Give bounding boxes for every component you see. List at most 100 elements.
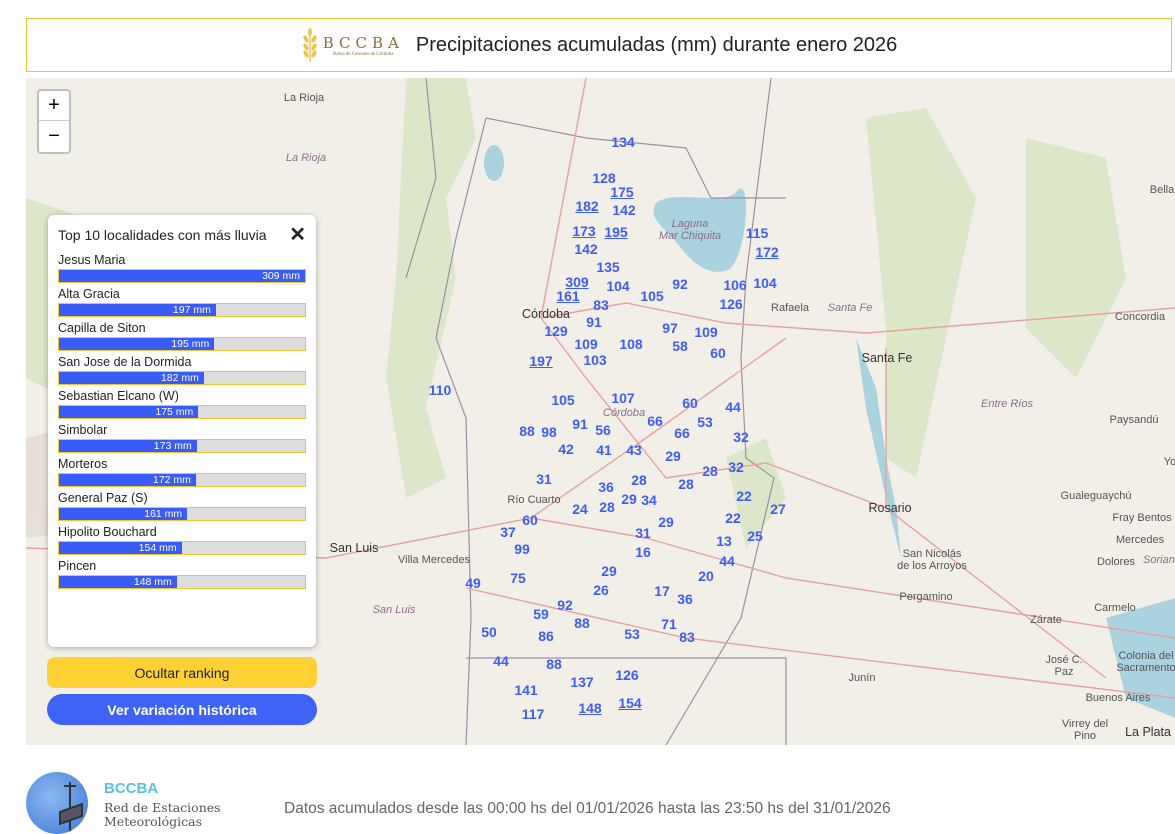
station-value[interactable]: 28 — [702, 463, 718, 479]
station-value[interactable]: 172 — [755, 244, 779, 260]
station-value[interactable]: 126 — [719, 296, 743, 312]
station-value[interactable]: 134 — [611, 134, 635, 150]
station-value[interactable]: 25 — [747, 528, 763, 544]
zoom-out-button[interactable]: − — [48, 124, 60, 147]
ranking-item-name: Simbolar — [58, 423, 108, 437]
station-value[interactable]: 22 — [725, 510, 741, 526]
station-value[interactable]: 24 — [572, 501, 588, 517]
station-value[interactable]: 29 — [601, 563, 617, 579]
station-value[interactable]: 22 — [736, 488, 752, 504]
station-value[interactable]: 108 — [619, 336, 643, 352]
station-value[interactable]: 83 — [593, 297, 609, 313]
station-value[interactable]: 60 — [682, 395, 698, 411]
station-value[interactable]: 135 — [596, 259, 620, 275]
station-value[interactable]: 91 — [586, 314, 602, 330]
station-value[interactable]: 92 — [672, 276, 688, 292]
station-value[interactable]: 197 — [529, 353, 553, 369]
station-value[interactable]: 97 — [662, 320, 678, 336]
station-value[interactable]: 29 — [665, 448, 681, 464]
station-value[interactable]: 98 — [541, 424, 557, 440]
station-value[interactable]: 28 — [678, 476, 694, 492]
station-value[interactable]: 53 — [624, 626, 640, 642]
station-value[interactable]: 66 — [674, 425, 690, 441]
station-value[interactable]: 107 — [611, 390, 635, 406]
station-value[interactable]: 137 — [570, 674, 594, 690]
station-value[interactable]: 50 — [481, 624, 497, 640]
station-value[interactable]: 44 — [719, 553, 735, 569]
station-value[interactable]: 31 — [635, 525, 651, 541]
station-value[interactable]: 71 — [661, 616, 677, 632]
station-value[interactable]: 117 — [521, 706, 545, 722]
close-icon[interactable]: ✕ — [289, 224, 306, 246]
station-value[interactable]: 110 — [428, 382, 452, 398]
station-value[interactable]: 42 — [558, 441, 574, 457]
station-value[interactable]: 44 — [725, 399, 741, 415]
station-value[interactable]: 56 — [595, 422, 611, 438]
station-value[interactable]: 109 — [574, 336, 598, 352]
station-value[interactable]: 129 — [544, 323, 568, 339]
station-value[interactable]: 92 — [557, 597, 573, 613]
station-value[interactable]: 115 — [745, 225, 769, 241]
station-value[interactable]: 83 — [679, 629, 695, 645]
station-value[interactable]: 104 — [606, 278, 630, 294]
station-value[interactable]: 103 — [583, 352, 607, 368]
station-value[interactable]: 175 — [610, 184, 634, 200]
station-value[interactable]: 104 — [753, 275, 777, 291]
station-value[interactable]: 20 — [698, 568, 714, 584]
station-value[interactable]: 66 — [647, 413, 663, 429]
station-value[interactable]: 31 — [536, 471, 552, 487]
station-value[interactable]: 28 — [631, 472, 647, 488]
station-value[interactable]: 106 — [723, 277, 747, 293]
station-value[interactable]: 37 — [500, 524, 516, 540]
station-value[interactable]: 26 — [593, 582, 609, 598]
station-value[interactable]: 86 — [538, 628, 554, 644]
station-value[interactable]: 41 — [596, 442, 612, 458]
station-value[interactable]: 43 — [626, 442, 642, 458]
station-value[interactable]: 34 — [641, 492, 657, 508]
station-value[interactable]: 32 — [733, 429, 749, 445]
station-value[interactable]: 88 — [574, 615, 590, 631]
station-value[interactable]: 17 — [654, 583, 670, 599]
station-value[interactable]: 91 — [572, 416, 588, 432]
station-value[interactable]: 142 — [612, 202, 636, 218]
station-value[interactable]: 27 — [770, 501, 786, 517]
station-value[interactable]: 182 — [575, 198, 599, 214]
station-value[interactable]: 60 — [522, 512, 538, 528]
station-value[interactable]: 75 — [510, 570, 526, 586]
station-value[interactable]: 161 — [556, 288, 580, 304]
station-value[interactable]: 32 — [728, 459, 744, 475]
station-value[interactable]: 173 — [572, 223, 596, 239]
place-label: Soriano — [1143, 554, 1175, 566]
station-value[interactable]: 99 — [514, 541, 530, 557]
station-value[interactable]: 126 — [615, 667, 639, 683]
station-value[interactable]: 141 — [514, 682, 538, 698]
zoom-in-button[interactable]: + — [39, 91, 69, 121]
station-value[interactable]: 128 — [592, 170, 616, 186]
station-value[interactable]: 88 — [519, 423, 535, 439]
station-value[interactable]: 36 — [598, 479, 614, 495]
station-value[interactable]: 49 — [465, 575, 481, 591]
station-value[interactable]: 29 — [658, 514, 674, 530]
station-value[interactable]: 88 — [546, 656, 562, 672]
station-value[interactable]: 148 — [578, 700, 602, 716]
station-value[interactable]: 13 — [716, 533, 732, 549]
station-value[interactable]: 309 — [565, 274, 589, 290]
station-value[interactable]: 60 — [710, 345, 726, 361]
station-value[interactable]: 53 — [697, 414, 713, 430]
station-value[interactable]: 16 — [635, 544, 651, 560]
station-value[interactable]: 36 — [677, 591, 693, 607]
ranking-item-name: Capilla de Siton — [58, 321, 146, 335]
station-value[interactable]: 58 — [672, 338, 688, 354]
station-value[interactable]: 195 — [604, 224, 628, 240]
station-value[interactable]: 142 — [574, 241, 598, 257]
station-value[interactable]: 28 — [599, 499, 615, 515]
station-value[interactable]: 29 — [621, 491, 637, 507]
station-value[interactable]: 105 — [640, 288, 664, 304]
station-value[interactable]: 44 — [493, 653, 509, 669]
station-value[interactable]: 154 — [618, 695, 642, 711]
hide-ranking-button[interactable]: Ocultar ranking — [47, 657, 317, 688]
station-value[interactable]: 105 — [551, 392, 575, 408]
historic-variation-button[interactable]: Ver variación histórica — [47, 694, 317, 725]
station-value[interactable]: 59 — [533, 606, 549, 622]
station-value[interactable]: 109 — [694, 324, 718, 340]
